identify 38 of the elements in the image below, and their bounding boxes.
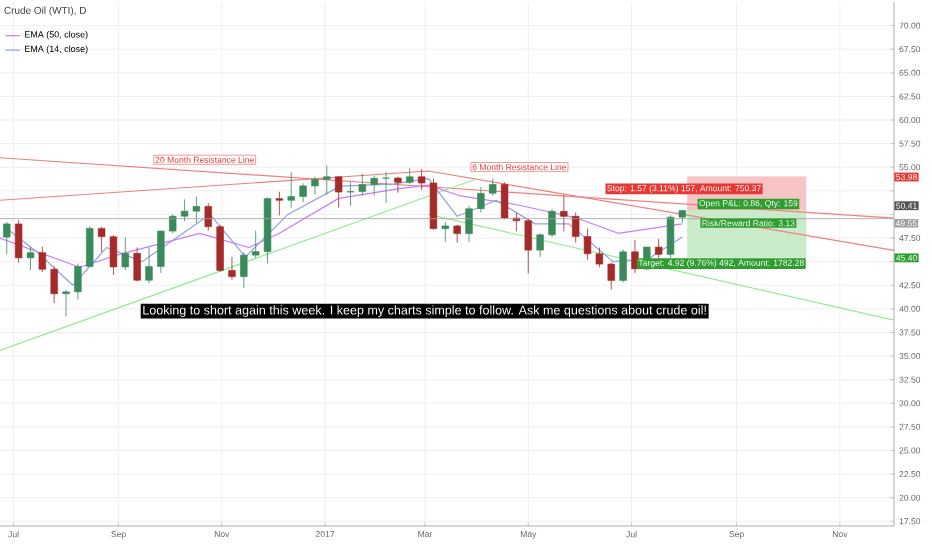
- candlestick: [26, 246, 35, 271]
- candlestick: [133, 247, 141, 282]
- candlestick: [548, 208, 556, 238]
- candlestick: [50, 265, 58, 304]
- candlestick: [145, 247, 153, 284]
- candlestick: [311, 176, 319, 195]
- candlestick: [394, 176, 402, 194]
- candlestick: [323, 164, 331, 195]
- candlestick: [370, 175, 378, 196]
- candlestick: [572, 212, 580, 244]
- candlestick: [441, 221, 449, 243]
- candlestick: [228, 256, 236, 280]
- candlestick: [477, 186, 485, 213]
- candlestick: [74, 263, 82, 300]
- candlestick: [62, 289, 70, 317]
- candlestick: [299, 182, 307, 203]
- candlestick: [38, 246, 47, 273]
- candlestick: [240, 251, 248, 289]
- candlestick: [560, 195, 568, 232]
- candlestick: [524, 218, 532, 274]
- candlestick: [14, 219, 23, 263]
- candlestick: [631, 239, 639, 274]
- candlestick: [382, 171, 390, 204]
- candlestick: [86, 225, 94, 268]
- candlestick: [334, 176, 343, 209]
- candlestick: [287, 171, 295, 209]
- candlestick: [536, 232, 544, 258]
- candlestick: [157, 230, 165, 274]
- candlestick: [465, 205, 473, 243]
- candlestick: [3, 221, 11, 255]
- candlestick: [607, 262, 615, 290]
- candlestick: [216, 224, 224, 273]
- candlestick: [169, 214, 177, 234]
- candlestick: [204, 202, 212, 231]
- candlestick: [121, 236, 129, 271]
- candlestick: [275, 191, 284, 216]
- candlestick: [619, 248, 627, 283]
- candlestick: [654, 238, 663, 259]
